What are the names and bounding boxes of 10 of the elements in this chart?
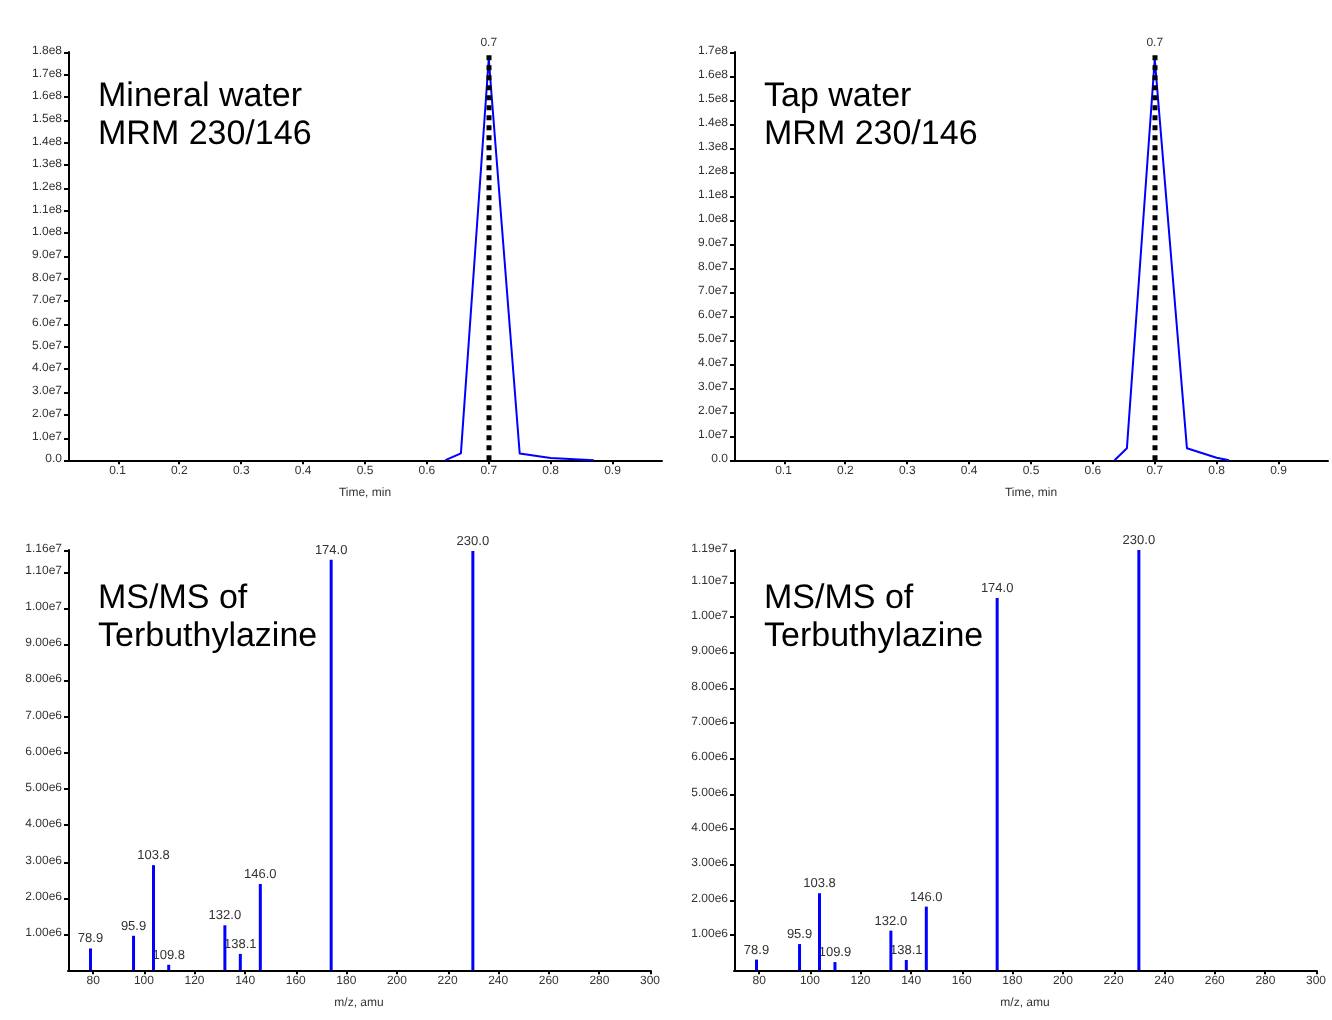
- text: Terbuthylazine: [764, 616, 984, 654]
- line-series: [1113, 58, 1230, 462]
- text: MRM 230/146: [98, 114, 312, 152]
- text: MS/MS of: [764, 578, 914, 616]
- text: Mineral water: [98, 76, 303, 114]
- line-series: [444, 57, 595, 462]
- text: MRM 230/146: [764, 114, 978, 152]
- text: Tap water: [764, 76, 913, 114]
- text: Terbuthylazine: [98, 616, 318, 654]
- text: MS/MS of: [98, 578, 248, 616]
